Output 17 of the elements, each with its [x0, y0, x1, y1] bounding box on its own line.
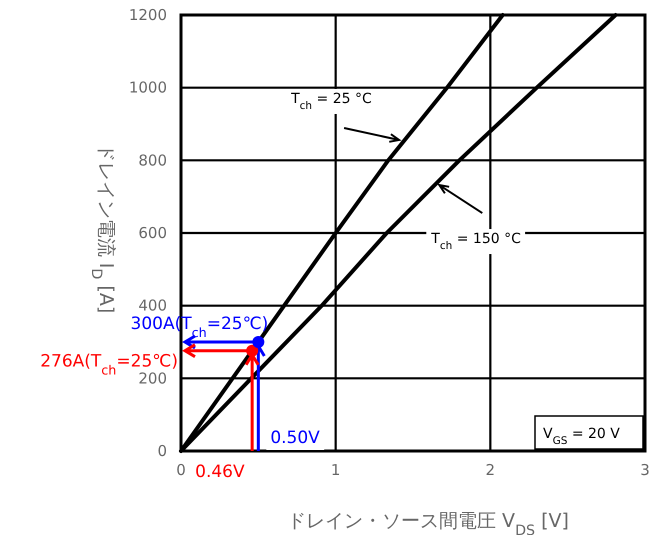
annotation: T$_{ch}$ = 25 °C — [290, 90, 372, 112]
annotation: 0.50V — [270, 428, 320, 448]
y-tick-label: 1000 — [128, 78, 167, 97]
annotation: 0.46V — [195, 462, 245, 482]
x-tick-label: 3 — [640, 461, 650, 479]
x-tick-label: 2 — [486, 461, 496, 479]
y-tick-label: 200 — [138, 369, 167, 388]
annotation: T$_{ch}$ = 150 °C — [430, 231, 522, 252]
y-tick-label: 0 — [157, 442, 167, 460]
y-tick-label: 600 — [138, 224, 167, 242]
x-tick-label: 0 — [176, 461, 186, 479]
y-tick-label: 1200 — [128, 6, 167, 24]
x-axis-title: ドレイン・ソース間電圧 V$_{DS}$ [V] — [287, 510, 569, 535]
annotation: V$_{GS}$ = 20 V — [543, 426, 620, 447]
x-tick-label: 1 — [330, 461, 340, 479]
y-tick-label: 800 — [138, 151, 167, 170]
y-tick-label: 400 — [138, 296, 167, 315]
